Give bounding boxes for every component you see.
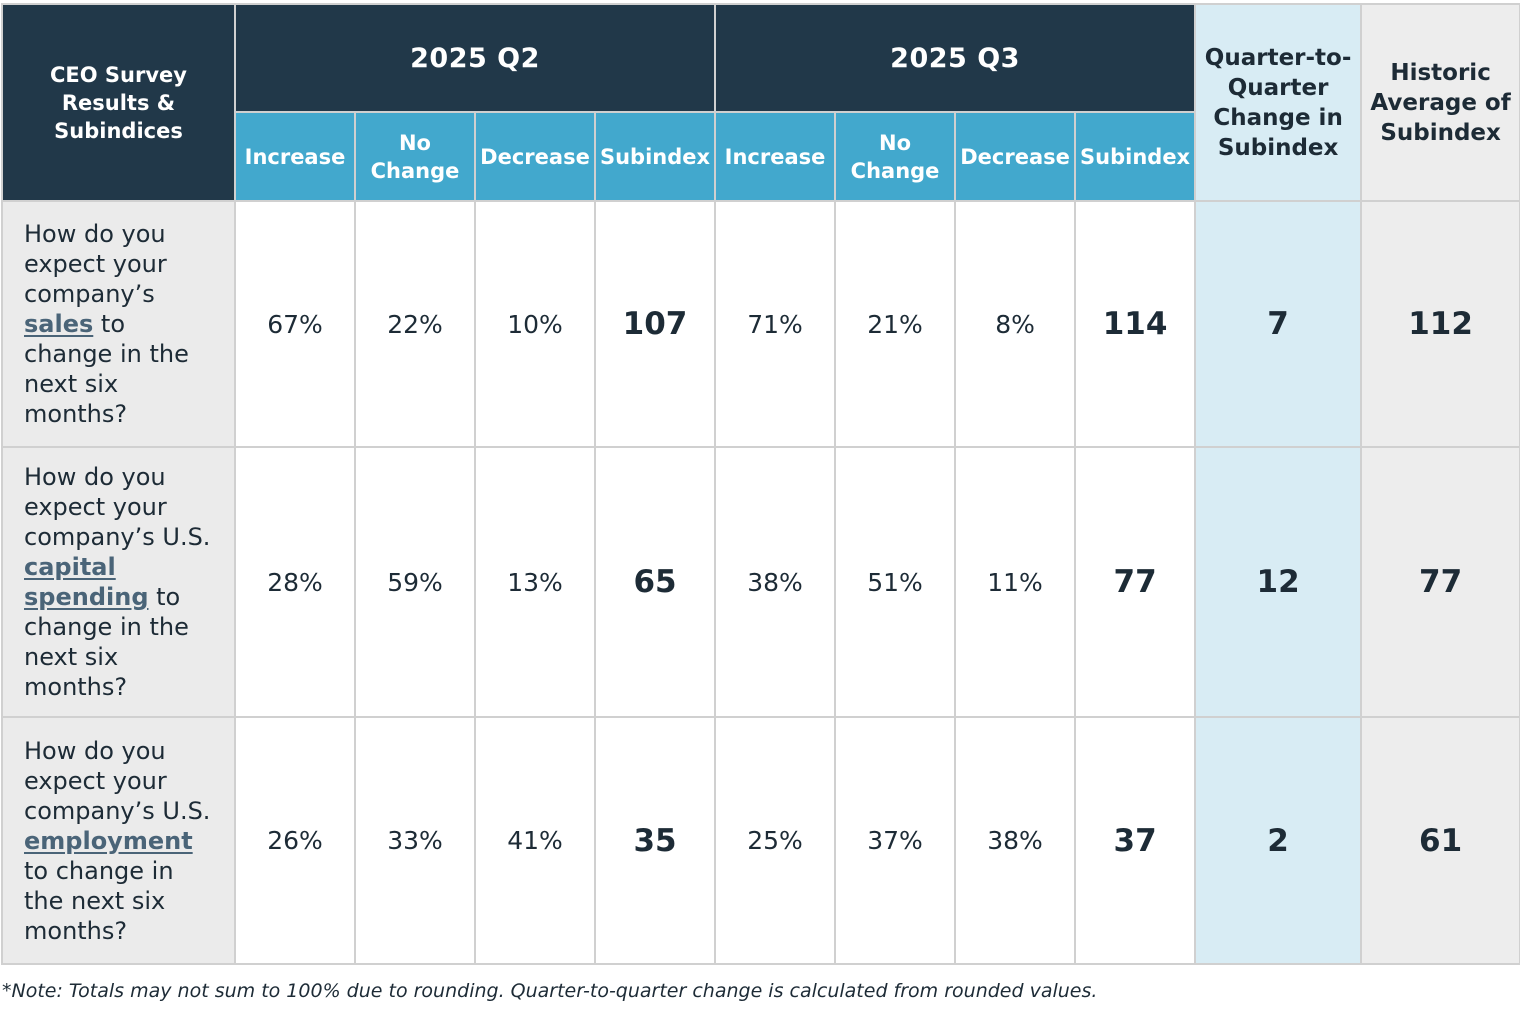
q3-no-change-cell: 21% <box>834 200 957 448</box>
q2-decrease-header: Decrease <box>474 111 596 202</box>
q3-subindex-cell: 77 <box>1074 446 1197 718</box>
question-keyword: capital spending <box>24 553 149 611</box>
ceo-survey-table: CEO Survey Results & Subindices 2025 Q2 … <box>1 3 1520 965</box>
historic-cell: 77 <box>1360 446 1520 718</box>
q2-subindex-cell: 35 <box>593 716 717 965</box>
question-text: to change in the next six months? <box>24 310 189 428</box>
q2-increase-header: Increase <box>234 111 356 202</box>
q3-increase-cell: 71% <box>714 200 837 448</box>
q3-decrease-cell: 8% <box>954 200 1077 448</box>
q3-subindex-cell: 114 <box>1074 200 1197 448</box>
historic-cell: 61 <box>1360 716 1520 965</box>
historic-header: Historic Average of Subindex <box>1360 3 1520 202</box>
change-cell: 2 <box>1194 716 1363 965</box>
q2-no-change-cell: 59% <box>354 446 476 718</box>
q2-increase-cell: 67% <box>234 200 356 448</box>
q2-decrease-cell: 10% <box>474 200 596 448</box>
question-text: to change in the next six months? <box>24 583 189 701</box>
question-cell: How do you expect your company’s U.S. em… <box>1 716 236 965</box>
q2-no-change-cell: 22% <box>354 200 476 448</box>
change-cell: 12 <box>1194 446 1363 718</box>
corner-header: CEO Survey Results & Subindices <box>1 3 236 202</box>
q2-subindex-cell: 107 <box>593 200 717 448</box>
table-row: How do you expect your company’s sales t… <box>1 200 1520 448</box>
question-cell: How do you expect your company’s U.S. ca… <box>1 446 236 718</box>
question-text: How do you expect your company’s U.S. <box>24 736 211 825</box>
q3-decrease-header: Decrease <box>954 111 1077 202</box>
table-row: How do you expect your company’s U.S. em… <box>1 716 1520 965</box>
q2-increase-cell: 26% <box>234 716 356 965</box>
q3-decrease-cell: 11% <box>954 446 1077 718</box>
q2-decrease-cell: 13% <box>474 446 596 718</box>
q3-no-change-cell: 37% <box>834 716 957 965</box>
question-text: How do you expect your company’s <box>24 220 167 308</box>
change-cell: 7 <box>1194 200 1363 448</box>
table-row: How do you expect your company’s U.S. ca… <box>1 446 1520 718</box>
change-header: Quarter-to-Quarter Change in Subindex <box>1194 3 1363 202</box>
question-keyword: sales <box>24 310 94 338</box>
question-cell: How do you expect your company’s sales t… <box>1 200 236 448</box>
q2-subindex-cell: 65 <box>593 446 717 718</box>
period-header-q2: 2025 Q2 <box>233 3 717 113</box>
question-text: How do you expect your company’s U.S. <box>24 463 211 551</box>
question-keyword: employment <box>24 826 193 855</box>
q2-subindex-header: Subindex <box>593 111 717 202</box>
question-text: to change in the next six months? <box>24 856 174 945</box>
period-header-q3: 2025 Q3 <box>714 3 1197 113</box>
q3-subindex-header: Subindex <box>1074 111 1197 202</box>
q3-increase-header: Increase <box>714 111 837 202</box>
q2-no-change-cell: 33% <box>354 716 476 965</box>
q3-no-change-header: No Change <box>834 111 957 202</box>
q3-no-change-cell: 51% <box>834 446 957 718</box>
q2-increase-cell: 28% <box>234 446 356 718</box>
q3-increase-cell: 38% <box>714 446 837 718</box>
q2-no-change-header: No Change <box>354 111 476 202</box>
q3-decrease-cell: 38% <box>954 716 1077 965</box>
q3-subindex-cell: 37 <box>1074 716 1197 965</box>
footnote: *Note: Totals may not sum to 100% due to… <box>2 980 1098 1002</box>
q2-decrease-cell: 41% <box>474 716 596 965</box>
q3-increase-cell: 25% <box>714 716 837 965</box>
historic-cell: 112 <box>1360 200 1520 448</box>
